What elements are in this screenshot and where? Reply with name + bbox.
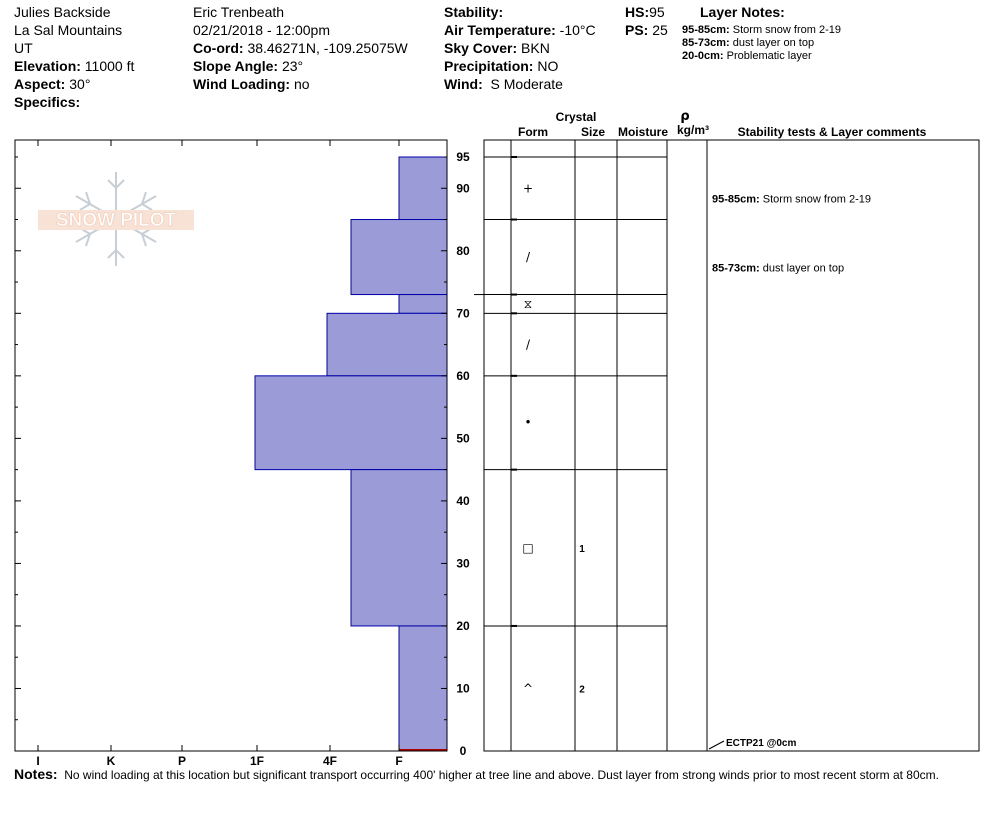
depth-tick-label: 20 (456, 619, 470, 633)
coordinates: Co-ord: 38.46271N, -109.25075W (193, 40, 408, 56)
layer-comment-range: 95-85cm: (712, 194, 763, 206)
hardness-bar (398, 156, 448, 221)
hs-value: HS:95 (625, 4, 665, 20)
location-name: Julies Backside (14, 4, 111, 20)
crystal-form-symbol: • (524, 416, 531, 430)
depth-tick-label: 70 (456, 306, 470, 320)
depth-tick-label: 60 (456, 369, 470, 383)
sky-cover: Sky Cover: BKN (444, 40, 550, 56)
hardness-tick-label: K (107, 754, 116, 768)
hardness-bar (254, 375, 448, 471)
stability-test-label: ECTP21 @0cm (726, 738, 796, 749)
wind: Wind: S Moderate (444, 76, 563, 92)
left-depth-ticks (15, 156, 447, 752)
crystal-form-symbol: / (526, 250, 531, 264)
crystal-table: Crystal Form Size Moisture ρ kg/m³ Stabi… (474, 109, 980, 752)
hardness-axis: I K P 1F 4F F (36, 140, 403, 768)
depth-axis: 0 10 20 30 40 50 60 70 80 90 95 (456, 150, 470, 758)
depth-tick-label: 80 (456, 244, 470, 258)
hardness-tick-label: F (395, 754, 402, 768)
hardness-bars (254, 156, 448, 752)
layer-note-item: 85-73cm: dust layer on top (682, 37, 815, 49)
notes-text: No wind loading at this location but sig… (64, 768, 939, 782)
table-rows: + / ⧖ / • □ 1 ^ 2 (474, 156, 667, 695)
layer-notes-list: 95-85cm: Storm snow from 2-19 85-73cm: d… (682, 24, 841, 63)
hardness-tick-label: I (36, 754, 39, 768)
logo-text: SNOW PILOT (56, 210, 177, 231)
crystal-size: 2 (579, 684, 585, 695)
stability: Stability: (444, 4, 504, 20)
crystal-form-symbol: + (523, 181, 533, 195)
ps-value: PS: 25 (625, 22, 668, 38)
table-frame (483, 139, 980, 752)
layer-comment-range: 85-73cm: (712, 262, 763, 274)
logo-band (38, 210, 194, 230)
col-crystal: Crystal (556, 110, 597, 124)
depth-tick-label: 40 (456, 494, 470, 508)
air-temperature: Air Temperature: -10°C (444, 22, 596, 38)
slope-angle: Slope Angle: 23° (193, 58, 304, 74)
layer-comment-text: Storm snow from 2-19 (763, 194, 871, 206)
date-time: 02/21/2018 - 12:00pm (193, 22, 330, 38)
col-moisture: Moisture (618, 125, 668, 139)
col-size: Size (581, 125, 605, 139)
snowpilot-logo: SNOW PILOT (38, 172, 194, 266)
depth-tick-label: 30 (456, 556, 470, 570)
col-rho: ρ (680, 109, 689, 124)
mountain-range: La Sal Mountains (14, 22, 123, 38)
layer-comment: 85-73cm: dust layer on top (712, 262, 844, 274)
layer-comment: 95-85cm: Storm snow from 2-19 (712, 194, 871, 206)
hardness-bar (350, 219, 448, 296)
depth-tick-label: 0 (460, 744, 467, 758)
crystal-form-symbol: □ (522, 541, 533, 555)
observer-info: Eric Trenbeath 02/21/2018 - 12:00pm Co-o… (193, 3, 408, 93)
layer-notes-title: Layer Notes: (700, 4, 785, 20)
hardness-bar (326, 312, 448, 377)
hardness-bar (398, 625, 448, 752)
hardness-bar (398, 294, 448, 314)
hardness-bar (350, 469, 448, 627)
col-form: Form (518, 125, 548, 139)
snow-depth-info: HS:95 PS: 25 (625, 3, 668, 39)
depth-tick-label: 10 (456, 681, 470, 695)
layer-comment-text: dust layer on top (763, 262, 844, 274)
specifics: Specifics: (14, 94, 81, 110)
profile-notes: Notes: No wind loading at this location … (14, 766, 939, 782)
crystal-form-symbol: / (526, 338, 531, 352)
depth-tick-label: 90 (456, 181, 470, 195)
observer-name: Eric Trenbeath (193, 4, 285, 20)
elevation: Elevation: 11000 ft (14, 58, 135, 74)
layer-comments: 95-85cm: Storm snow from 2-19 85-73cm: du… (708, 194, 871, 750)
depth-tick-label: 50 (456, 431, 470, 445)
crystal-form-symbol: ⧖ (524, 297, 532, 311)
state: UT (14, 40, 33, 56)
stability-test-pointer (708, 740, 725, 750)
hardness-tick-label: P (178, 754, 186, 768)
weather-info: Stability: Air Temperature: -10°C Sky Co… (444, 3, 596, 93)
depth-tick-label: 95 (456, 150, 470, 164)
site-info: Julies Backside La Sal Mountains UT Elev… (14, 3, 134, 111)
layer-note-item: 95-85cm: Storm snow from 2-19 (682, 24, 841, 36)
col-comments: Stability tests & Layer comments (738, 125, 927, 139)
crystal-form-symbol: ^ (523, 681, 533, 695)
precipitation: Precipitation: NO (444, 58, 559, 74)
hardness-frame (14, 139, 448, 752)
crystal-size: 1 (579, 544, 585, 555)
col-density-unit: kg/m³ (677, 123, 709, 137)
layer-note-item: 20-0cm: Problematic layer (682, 50, 812, 62)
wind-loading: Wind Loading: no (193, 76, 310, 92)
hardness-plot: I K P 1F 4F F 0 10 20 30 40 50 60 70 80 90 95 (14, 139, 470, 768)
aspect: Aspect: 30° (14, 76, 91, 92)
notes-label: Notes: (14, 766, 58, 782)
hardness-tick-label: 1F (250, 754, 264, 768)
hardness-tick-label: 4F (323, 754, 337, 768)
